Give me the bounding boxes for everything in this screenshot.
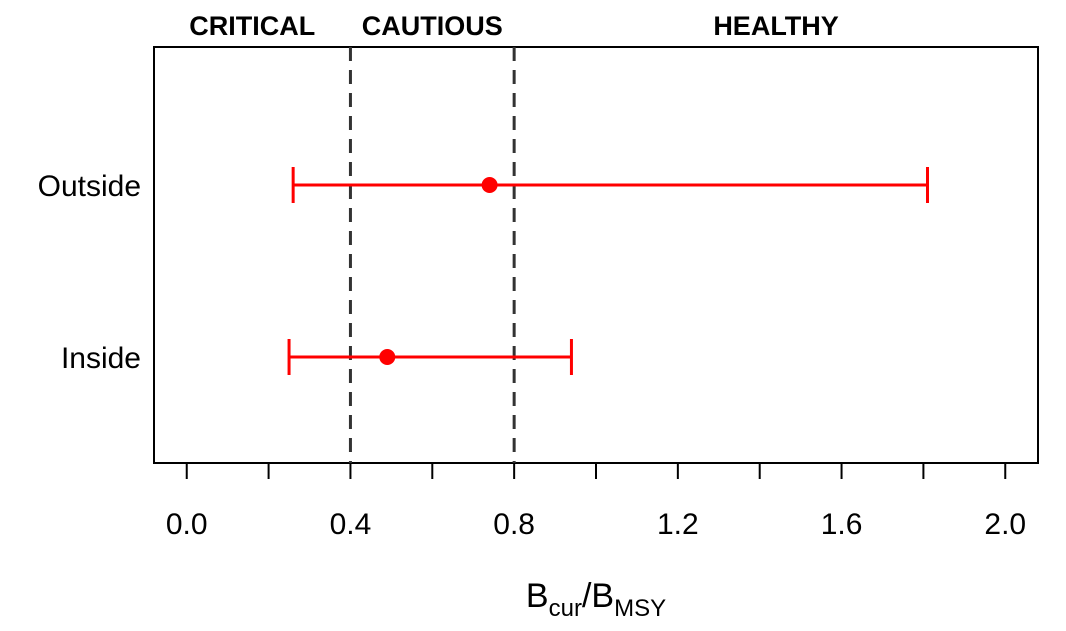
- x-axis-title-main2: B: [591, 577, 614, 615]
- reference-lines: [348, 47, 516, 463]
- x-tick-label: 2.0: [984, 508, 1026, 541]
- error-bar-inside: [287, 339, 573, 375]
- x-axis-title-sub2: MSY: [614, 595, 666, 622]
- point-estimate: [379, 349, 396, 365]
- point-estimate: [481, 177, 498, 193]
- zone-labels: CRITICAL CAUTIOUS HEALTHY: [189, 11, 839, 41]
- error-bars: [287, 167, 929, 375]
- category-label-inside: Inside: [61, 342, 141, 375]
- x-axis-ticks: 0.0 0.4 0.8 1.2 1.6 2.0: [166, 463, 1026, 541]
- plot-frame: [153, 46, 1039, 464]
- x-tick-label: 0.0: [166, 508, 208, 541]
- x-tick-label: 0.8: [493, 508, 535, 541]
- x-axis-title-slash: /: [582, 577, 592, 615]
- x-axis-title: Bcur/BMSY: [526, 577, 666, 622]
- zone-label-critical: CRITICAL: [189, 11, 315, 41]
- error-bar-outside: [291, 167, 929, 203]
- x-axis-title-sub1: cur: [549, 595, 582, 622]
- category-label-outside: Outside: [38, 170, 141, 203]
- zone-label-cautious: CAUTIOUS: [362, 11, 503, 41]
- x-tick-label: 0.4: [330, 508, 372, 541]
- x-axis-title-main: B: [526, 577, 549, 615]
- x-tick-label: 1.6: [821, 508, 863, 541]
- zone-label-healthy: HEALTHY: [713, 11, 839, 41]
- category-labels: Outside Inside: [38, 170, 141, 375]
- x-tick-label: 1.2: [657, 508, 699, 541]
